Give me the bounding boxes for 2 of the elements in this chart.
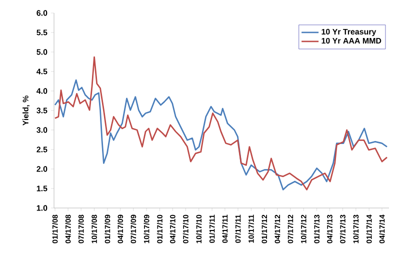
line-series — [54, 79, 388, 190]
line-series — [54, 56, 388, 190]
